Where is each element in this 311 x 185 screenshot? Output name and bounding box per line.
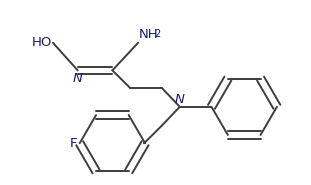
Text: HO: HO [31, 36, 52, 49]
Text: 2: 2 [154, 29, 160, 39]
Text: N: N [175, 93, 185, 106]
Text: N: N [73, 72, 83, 85]
Text: NH: NH [139, 28, 159, 41]
Text: F: F [70, 137, 78, 150]
